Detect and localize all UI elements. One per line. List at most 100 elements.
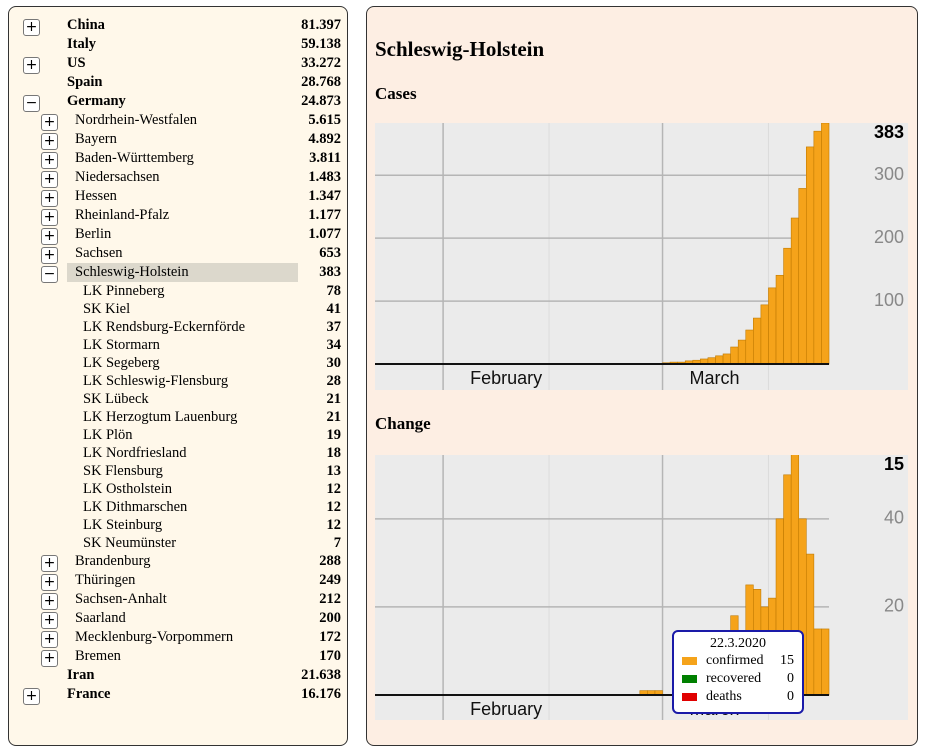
tree-row: + Niedersachsen 1.483 (9, 167, 341, 188)
row-value: 212 (319, 591, 341, 607)
row-name: Italy (67, 36, 96, 52)
row-name: SK Lübeck (83, 391, 149, 407)
row-name: SK Neumünster (83, 535, 177, 551)
page: + China 81.397 Italy 59.138 + US 33.272 Spain 28.… (8, 6, 918, 746)
expand-toggle[interactable]: + (41, 649, 58, 667)
bar (813, 130, 822, 365)
row-value: 172 (319, 629, 341, 645)
row-value: 653 (319, 245, 341, 261)
row-name: LK Steinburg (83, 517, 163, 533)
tree-row: − Schleswig-Holstein 383 (9, 262, 341, 283)
charts: Schleswig-Holstein Cases100200300Februar… (375, 37, 908, 720)
tree-row: SK Lübeck 21 (9, 389, 341, 407)
tree-row: LK Stormarn 34 (9, 335, 341, 353)
tooltip-value: 0 (787, 689, 794, 704)
tree-row: + China 81.397 (9, 15, 341, 36)
expand-toggle[interactable]: + (41, 611, 58, 629)
bars (639, 123, 830, 365)
month-label: February (470, 368, 542, 388)
expand-toggle[interactable]: + (41, 554, 58, 572)
page-title: Schleswig-Holstein (375, 37, 544, 61)
legend-swatch (682, 693, 697, 701)
tooltip-row: deaths 0 (682, 688, 794, 706)
tree-row: − Germany 24.873 (9, 91, 341, 112)
bar (745, 329, 754, 365)
tooltip-row: confirmed 15 (682, 652, 794, 670)
row-name: LK Ostholstein (83, 481, 173, 497)
tree-row: + Bremen 170 (9, 646, 341, 667)
expand-toggle[interactable]: + (41, 189, 58, 207)
row-value: 7 (333, 535, 341, 551)
expand-toggle[interactable]: + (41, 170, 58, 188)
row-value: 5.615 (308, 112, 341, 128)
tree-row: + Saarland 200 (9, 608, 341, 629)
tree-row: SK Neumünster 7 (9, 533, 341, 551)
row-value: 12 (326, 481, 342, 497)
row-name: Germany (67, 93, 126, 109)
row-value: 30 (326, 355, 342, 371)
row-name: Baden-Württemberg (75, 150, 194, 166)
row-name: Hessen (75, 188, 117, 204)
tooltip-value: 15 (780, 653, 794, 668)
row-name: LK Pinneberg (83, 283, 165, 299)
row-value: 4.892 (308, 131, 341, 147)
row-value: 383 (319, 264, 341, 280)
expand-toggle[interactable]: − (23, 94, 40, 112)
tree-row: + Rheinland-Pfalz 1.177 (9, 205, 341, 226)
legend-swatch (682, 657, 697, 665)
tree-row: LK Rendsburg-Eckernförde 37 (9, 317, 341, 335)
row-name: Niedersachsen (75, 169, 160, 185)
tooltip-label: confirmed (706, 653, 764, 668)
tooltip-date: 22.3.2020 (710, 636, 766, 651)
row-value: 28.768 (301, 74, 341, 90)
bar (790, 217, 800, 365)
tree-row: LK Pinneberg 78 (9, 281, 341, 299)
row-value: 3.811 (309, 150, 341, 166)
row-value: 16.176 (301, 686, 341, 702)
legend-swatch (682, 675, 697, 683)
expand-toggle[interactable]: + (23, 18, 40, 36)
tree-row: + Berlin 1.077 (9, 224, 341, 245)
month-label: March (690, 368, 740, 388)
tree-row: + Brandenburg 288 (9, 551, 341, 572)
tooltip-label: deaths (706, 689, 742, 704)
expand-toggle[interactable]: + (41, 227, 58, 245)
row-value: 249 (319, 572, 341, 588)
row-value: 81.397 (301, 17, 341, 33)
expand-toggle[interactable]: + (41, 113, 58, 131)
row-name: US (67, 55, 86, 71)
row-name: Spain (67, 74, 103, 90)
row-name: LK Rendsburg-Eckernförde (83, 319, 245, 335)
row-name: LK Segeberg (83, 355, 160, 371)
bar (821, 628, 830, 696)
expand-toggle[interactable]: + (23, 56, 40, 74)
row-name: Saarland (75, 610, 126, 626)
current-value: 383 (874, 122, 904, 142)
expand-toggle[interactable]: + (41, 630, 58, 648)
expand-toggle[interactable]: + (41, 592, 58, 610)
row-name: France (67, 686, 111, 702)
tree-row: LK Segeberg 30 (9, 353, 341, 371)
expand-toggle[interactable]: + (41, 246, 58, 264)
bar (768, 287, 777, 365)
tree-row: + Mecklenburg-Vorpommern 172 (9, 627, 341, 648)
bar (775, 274, 784, 365)
row-name: Schleswig-Holstein (75, 264, 189, 280)
bar (715, 355, 724, 365)
tree-row: Spain 28.768 (9, 72, 341, 91)
expand-toggle[interactable]: + (41, 208, 58, 226)
row-value: 18 (326, 445, 342, 461)
bar (783, 247, 792, 365)
expand-toggle[interactable]: + (23, 687, 40, 705)
row-name: Mecklenburg-Vorpommern (75, 629, 234, 645)
row-value: 170 (319, 648, 341, 664)
row-name: LK Plön (83, 427, 133, 443)
row-value: 78 (326, 283, 342, 299)
row-value: 12 (326, 517, 342, 533)
tree-row: + Nordrhein-Westfalen 5.615 (9, 110, 341, 131)
bar (813, 628, 822, 696)
expand-toggle[interactable]: + (41, 151, 58, 169)
expand-toggle[interactable]: + (41, 573, 58, 591)
expand-toggle[interactable]: − (41, 265, 58, 283)
expand-toggle[interactable]: + (41, 132, 58, 150)
